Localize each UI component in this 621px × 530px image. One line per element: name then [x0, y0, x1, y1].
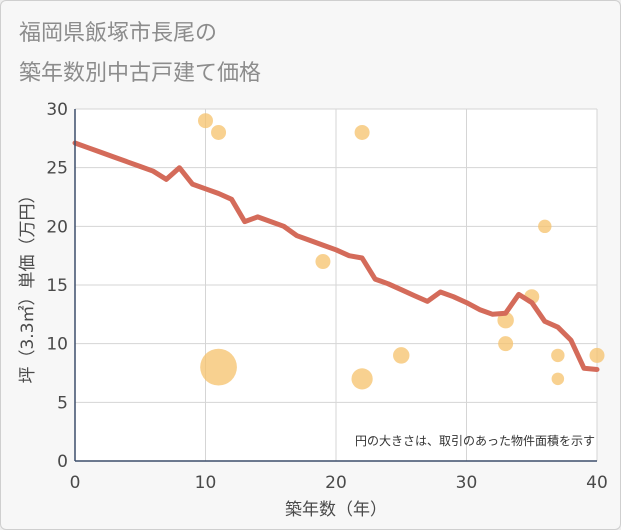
bubble-point — [538, 219, 552, 234]
y-tick-label: 25 — [46, 159, 68, 179]
trend-line — [72, 140, 600, 372]
bubble-point — [198, 113, 213, 129]
y-tick-label: 20 — [46, 217, 68, 237]
y-tick-label: 15 — [46, 276, 68, 296]
trend-line-series — [72, 140, 600, 372]
axis-frame — [74, 109, 597, 462]
bubble-point — [589, 347, 605, 363]
x-tick-labels: 0 10 20 30 40 — [70, 473, 608, 493]
x-tick-label: 10 — [195, 473, 217, 493]
bubble-size-note: 円の大きさは、取引のあった物件面積を示す — [355, 433, 595, 448]
y-tick-label: 10 — [46, 335, 68, 355]
bubble-point — [497, 311, 514, 329]
y-axis-label: 坪（3.3㎡）単価（万円） — [18, 186, 38, 383]
x-tick-label: 30 — [456, 473, 478, 493]
bubble-point — [315, 254, 331, 270]
bubble-point — [354, 124, 370, 140]
x-tick-label: 0 — [70, 473, 81, 493]
bubble-point — [200, 348, 237, 386]
bubble-point — [498, 336, 514, 352]
chart-title-line-1: 福岡県飯塚市長尾の — [19, 21, 218, 46]
bubble-point — [551, 348, 565, 363]
chart-title-line-2: 築年数別中古戸建て価格 — [19, 61, 262, 86]
y-tick-label: 0 — [57, 452, 68, 472]
bubble-point — [393, 347, 410, 364]
x-tick-label: 40 — [586, 473, 608, 493]
y-tick-label: 30 — [46, 100, 68, 120]
x-axis-label: 築年数（年） — [285, 500, 387, 520]
bubble-point — [351, 368, 373, 390]
bubble-series — [198, 113, 605, 390]
y-tick-label: 5 — [57, 393, 68, 413]
bubble-point — [551, 372, 565, 386]
grid-lines — [74, 108, 598, 462]
y-tick-labels: 0 5 10 15 20 25 30 — [46, 100, 68, 472]
x-tick-label: 20 — [325, 473, 347, 493]
bubble-point — [211, 124, 227, 140]
